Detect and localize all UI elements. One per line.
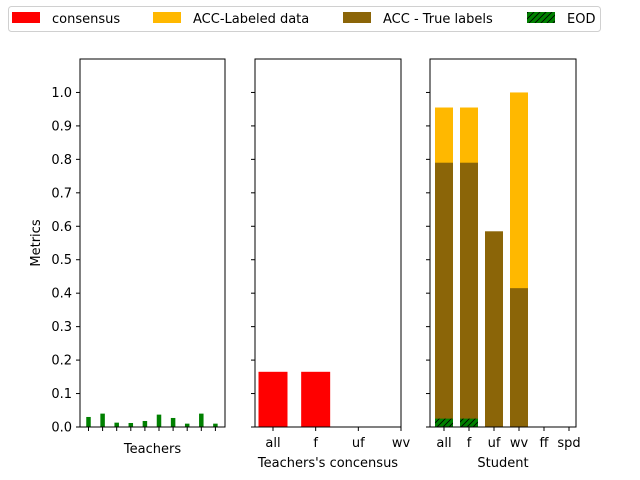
legend-swatch-hatch bbox=[527, 12, 555, 23]
y-tick-label: 0.9 bbox=[51, 119, 72, 134]
legend-label: ACC - True labels bbox=[383, 12, 493, 27]
bar-eod-hatch bbox=[435, 418, 453, 427]
x-tick-label: all bbox=[265, 436, 280, 451]
y-tick-label: 0.3 bbox=[51, 320, 72, 335]
bar-teacher-5 bbox=[142, 420, 148, 427]
panel-3: all f uf wv ff spd Student bbox=[426, 58, 581, 471]
y-tick-label: 0.7 bbox=[51, 186, 72, 201]
legend-swatch bbox=[343, 12, 371, 23]
y-axis-label: Metrics bbox=[29, 219, 44, 266]
x-tick-label: uf bbox=[488, 436, 501, 451]
x-tick-label: spd bbox=[557, 436, 580, 451]
bar-teacher-6 bbox=[156, 414, 162, 427]
x-tick-label: ff bbox=[540, 436, 550, 451]
bar-teacher-4 bbox=[128, 422, 134, 427]
bar-consensus-2 bbox=[301, 371, 331, 427]
legend-label: ACC-Labeled data bbox=[193, 12, 309, 27]
bar-teacher-1 bbox=[86, 416, 91, 427]
bar-teacher-7 bbox=[170, 417, 176, 427]
x-axis-label: Teachers bbox=[123, 442, 181, 457]
y-tick-label: 1.0 bbox=[51, 86, 72, 101]
chart-panels: 0.0 0.1 0.2 0.3 0.4 0.5 0.6 0.7 0.8 0.9 1.0 Teacher… bbox=[51, 58, 581, 471]
bar-teacher-10 bbox=[213, 423, 218, 427]
x-axis-label: Student bbox=[477, 456, 528, 471]
legend-label: consensus bbox=[52, 12, 120, 27]
bar-acc-true-labels-2 bbox=[460, 162, 478, 427]
bar-teacher-9 bbox=[199, 413, 204, 427]
legend-label: EOD bbox=[567, 12, 595, 27]
legend-swatch bbox=[153, 12, 181, 23]
x-tick-label: wv bbox=[392, 436, 411, 451]
legend: consensus ACC-Labeled data ACC - True labe… bbox=[8, 6, 601, 32]
y-tick-label: 0.5 bbox=[51, 253, 72, 268]
y-tick-label: 0.2 bbox=[51, 354, 72, 369]
axes-frame bbox=[79, 58, 226, 428]
panel-2: all f uf wv Teachers's concensus bbox=[251, 58, 411, 471]
bar-eod-hatch bbox=[460, 418, 478, 427]
bar-acc-true-labels-3 bbox=[485, 231, 503, 427]
axes-frame bbox=[429, 58, 577, 428]
panel-1: 0.0 0.1 0.2 0.3 0.4 0.5 0.6 0.7 0.8 0.9 1.0 Teacher… bbox=[51, 58, 226, 457]
x-tick-label: all bbox=[436, 436, 451, 451]
bar-teacher-2 bbox=[100, 413, 105, 427]
bar-teacher-3 bbox=[114, 422, 119, 427]
bar-acc-true-labels-4 bbox=[510, 288, 528, 427]
x-tick-label: uf bbox=[352, 436, 365, 451]
y-tick-label: 0.0 bbox=[51, 421, 72, 436]
x-tick-label: wv bbox=[510, 436, 529, 451]
y-tick-label: 0.4 bbox=[51, 287, 72, 302]
y-tick-label: 0.8 bbox=[51, 153, 72, 168]
y-tick-label: 0.6 bbox=[51, 220, 72, 235]
y-tick-label: 0.1 bbox=[51, 387, 72, 402]
axes-frame bbox=[254, 58, 402, 428]
bar-acc-true-labels-1 bbox=[435, 162, 453, 427]
x-tick-label: f bbox=[467, 436, 472, 451]
x-tick-label: f bbox=[313, 436, 318, 451]
x-axis-label: Teachers's concensus bbox=[257, 456, 398, 471]
bar-consensus-1 bbox=[258, 371, 288, 427]
legend-swatch bbox=[12, 12, 40, 23]
bar-teacher-8 bbox=[184, 423, 190, 427]
